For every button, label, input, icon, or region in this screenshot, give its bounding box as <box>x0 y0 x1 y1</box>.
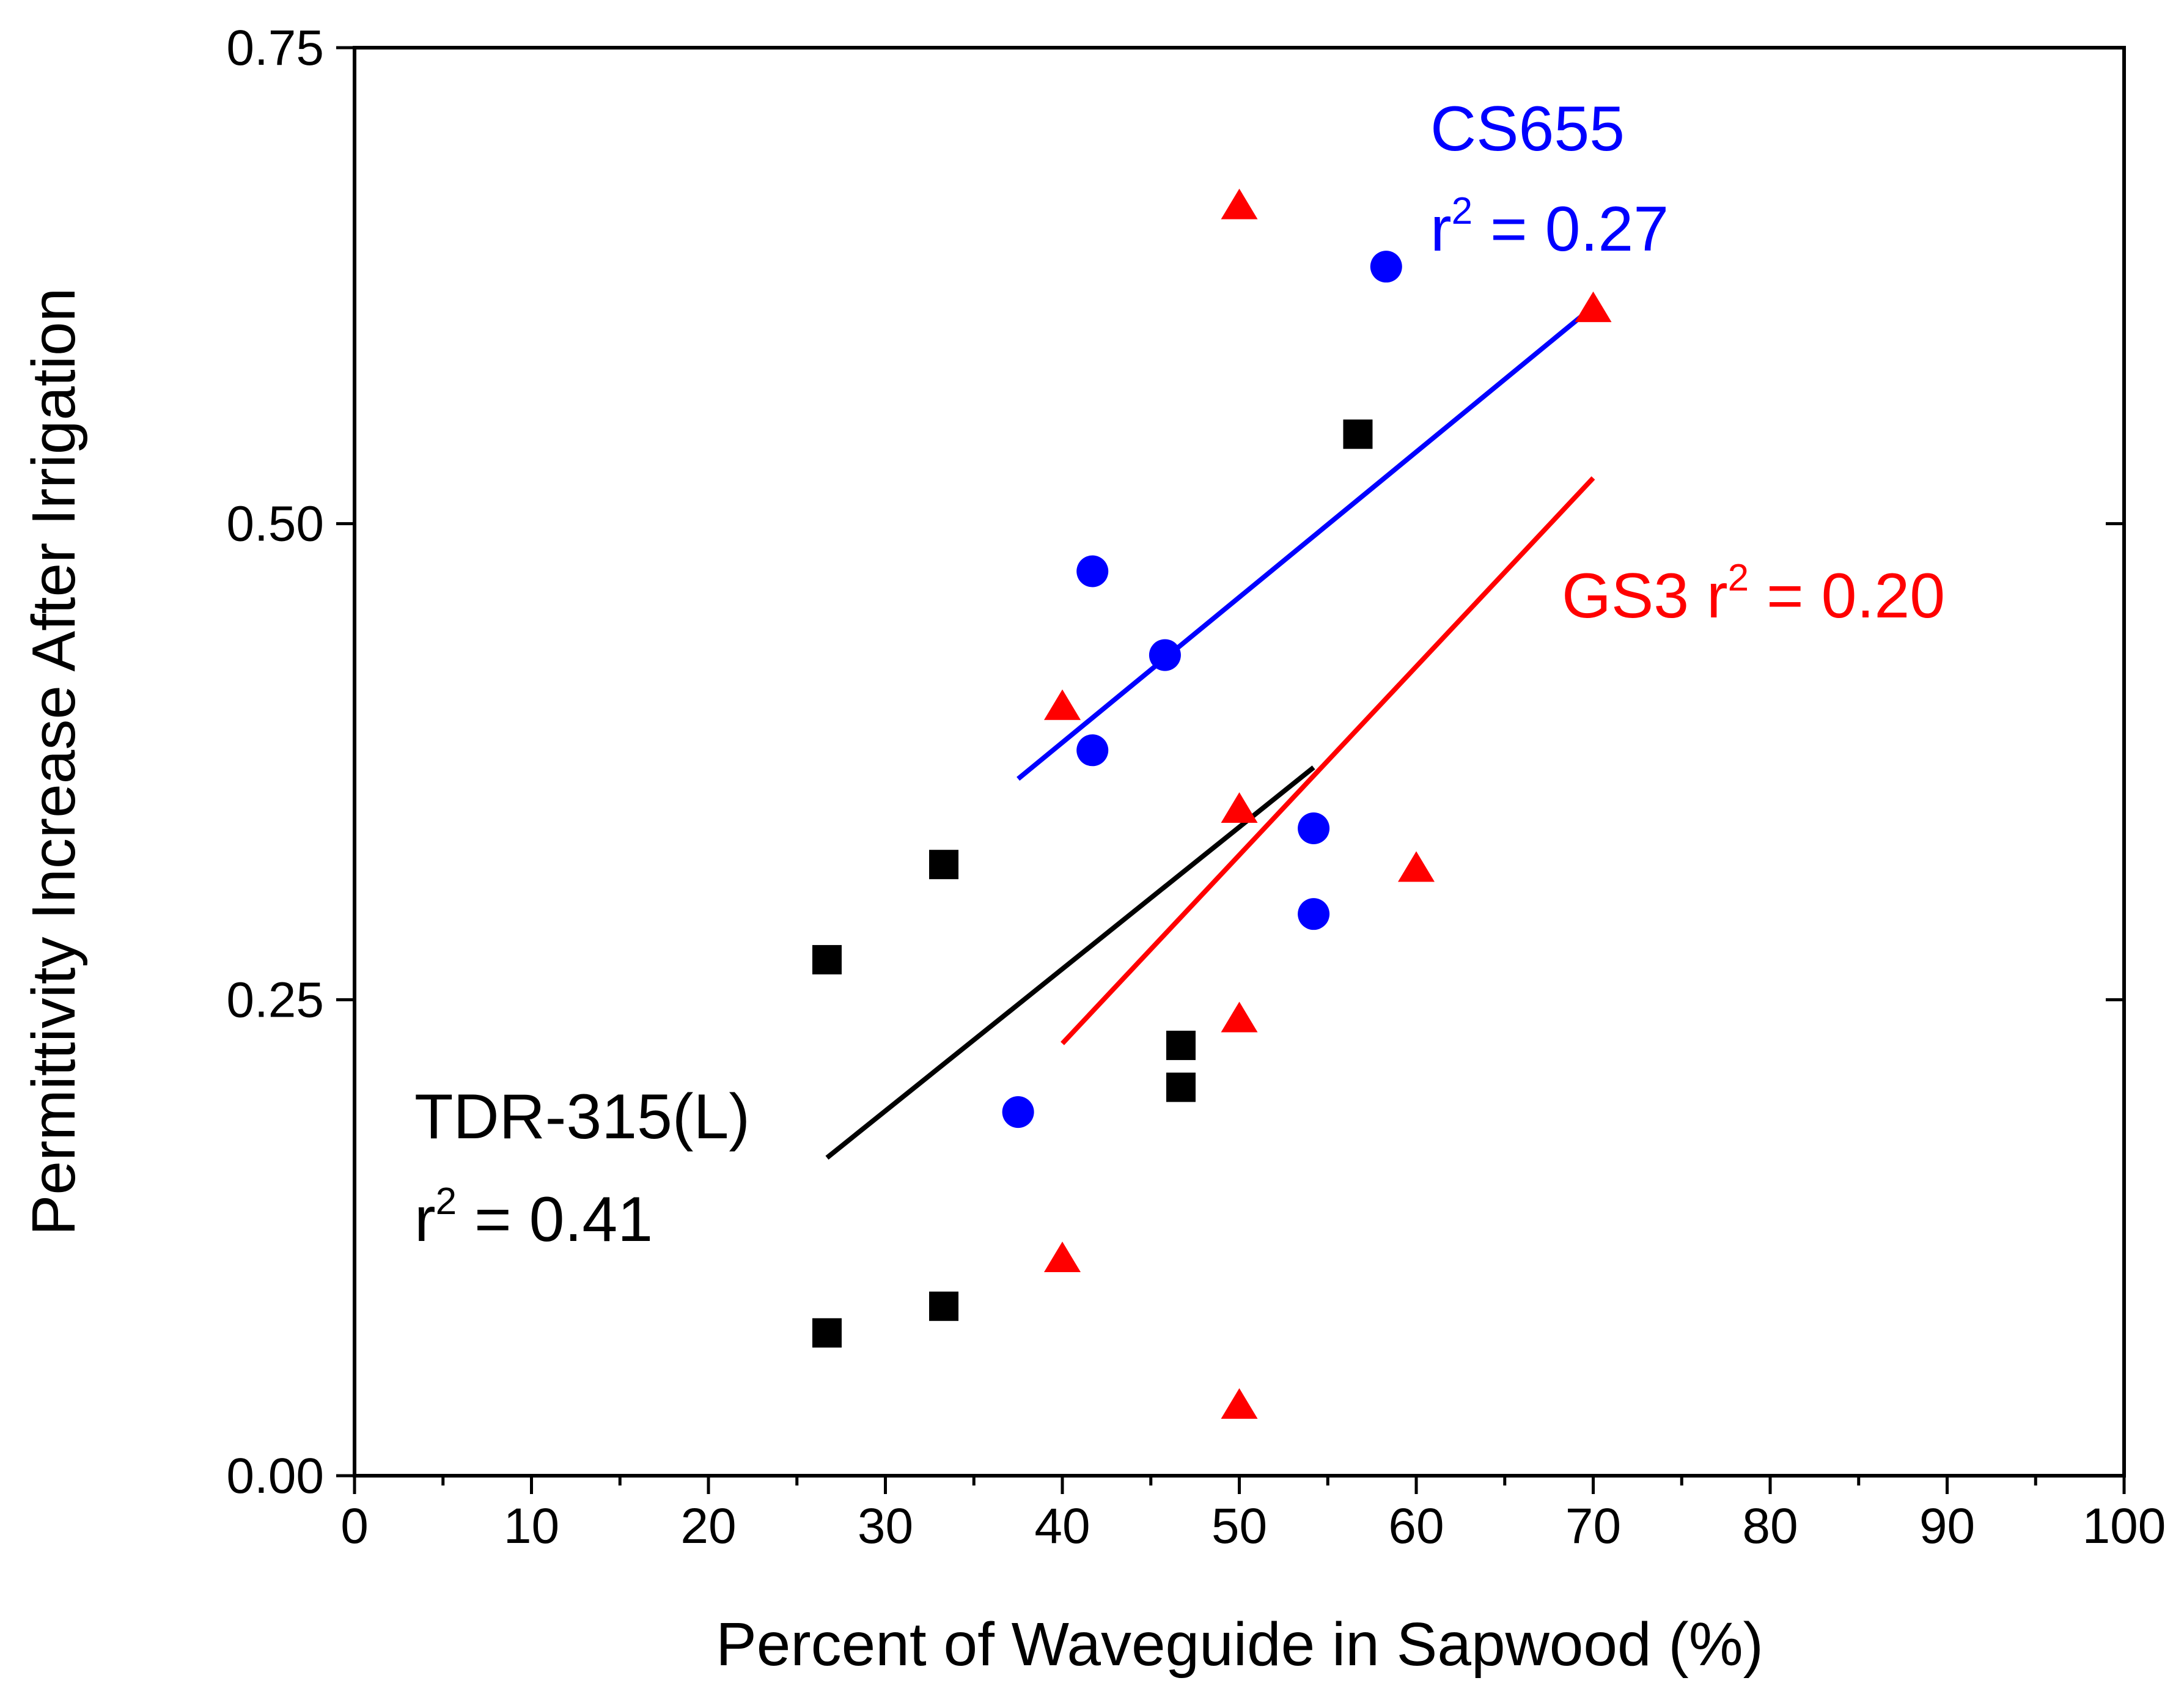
y-axis-ticks: 0.00 0.25 0.50 0.75 <box>226 20 2124 1504</box>
y-tick-label: 0.75 <box>226 20 324 76</box>
fit-line-gs3 <box>1061 476 1595 1045</box>
y-axis-title: Permittivity Increase After Irrigation <box>20 288 88 1236</box>
annotation-tdr-r2: r2 = 0.41 <box>414 1180 653 1255</box>
point-gs3 <box>1044 1242 1081 1273</box>
point-tdr-315-l <box>929 850 959 880</box>
x-axis-title: Percent of Waveguide in Sapwood (%) <box>716 1610 1763 1679</box>
x-tick-label: 60 <box>1388 1498 1444 1554</box>
point-gs3 <box>1575 291 1612 322</box>
y-tick-label: 0.50 <box>226 496 324 552</box>
point-cs655 <box>1076 555 1109 587</box>
annotation-tdr-name: TDR-315(L) <box>414 1081 750 1152</box>
annotation-cs655-name: CS655 <box>1430 94 1625 164</box>
y-tick-label: 0.00 <box>226 1448 324 1504</box>
fit-line-tdr-315-l <box>825 765 1315 1160</box>
point-cs655 <box>1370 251 1402 283</box>
annotation-cs655-r2: r2 = 0.27 <box>1430 190 1669 265</box>
x-tick-label: 70 <box>1565 1498 1621 1554</box>
x-tick-label: 30 <box>858 1498 913 1554</box>
point-cs655 <box>1298 898 1330 930</box>
point-cs655 <box>1076 734 1109 767</box>
data-points <box>812 188 1612 1419</box>
point-cs655 <box>1002 1096 1034 1128</box>
point-tdr-315-l <box>812 1318 842 1348</box>
point-gs3 <box>1221 188 1258 219</box>
point-gs3 <box>1221 792 1258 823</box>
x-tick-label: 0 <box>340 1498 369 1554</box>
point-tdr-315-l <box>1343 419 1373 449</box>
point-tdr-315-l <box>1166 1072 1196 1102</box>
point-tdr-315-l <box>929 1291 959 1321</box>
x-tick-label: 100 <box>2083 1498 2166 1554</box>
fit-lines <box>825 304 1595 1160</box>
x-tick-label: 40 <box>1034 1498 1090 1554</box>
point-gs3 <box>1398 851 1435 882</box>
x-axis-ticks: 0 10 20 30 40 50 60 70 80 90 100 <box>340 1476 2166 1554</box>
x-tick-label: 10 <box>504 1498 559 1554</box>
x-tick-label: 90 <box>1919 1498 1975 1554</box>
annotation-gs3: GS3 r2 = 0.20 <box>1562 557 1945 631</box>
point-tdr-315-l <box>1166 1031 1196 1061</box>
point-cs655 <box>1149 639 1181 671</box>
x-tick-label: 20 <box>680 1498 736 1554</box>
point-cs655 <box>1298 812 1330 845</box>
plot-frame <box>353 46 2126 1478</box>
fit-line-cs655 <box>1017 304 1595 781</box>
x-tick-label: 80 <box>1742 1498 1798 1554</box>
point-tdr-315-l <box>812 944 842 974</box>
y-tick-label: 0.25 <box>226 972 324 1028</box>
point-gs3 <box>1221 1388 1258 1419</box>
point-gs3 <box>1221 1001 1258 1033</box>
x-tick-label: 50 <box>1211 1498 1267 1554</box>
point-gs3 <box>1044 689 1081 720</box>
